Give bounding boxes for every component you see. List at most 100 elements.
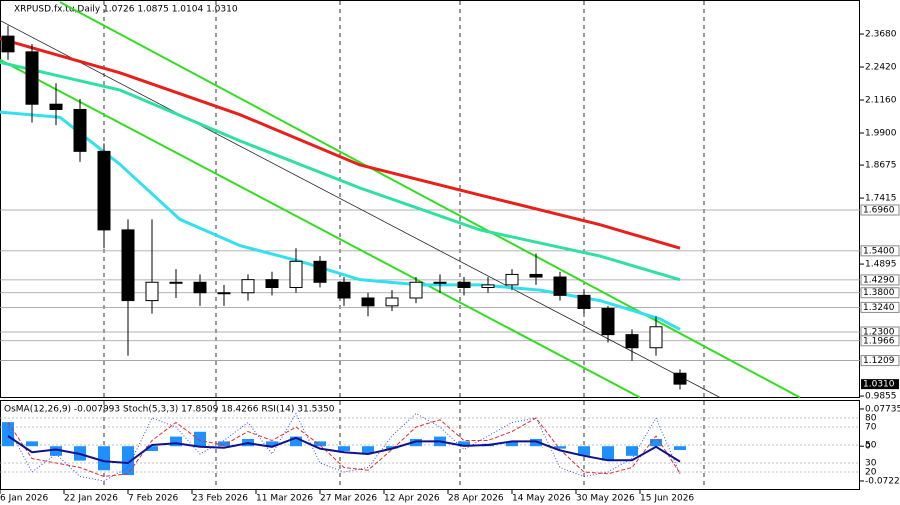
y-tick-label: 0.9855 (865, 392, 897, 402)
oscillator-line (7, 412, 681, 482)
osma-bar (290, 436, 302, 447)
panel-title: OsMA(12,26,9) -0.007993 Stoch(5,3,3) 17.… (4, 405, 335, 415)
candle-body (25, 51, 39, 105)
level-box (860, 335, 900, 347)
y2-tick-label: 0 (865, 442, 871, 452)
y-tick-label: 50 (865, 441, 877, 451)
candle-body (649, 326, 663, 349)
level-label: 1.1209 (863, 356, 895, 366)
candle-body (529, 273, 543, 278)
candle-body (193, 281, 207, 294)
y-tick-label: 1.7415 (865, 194, 897, 204)
osma-bar (602, 446, 614, 461)
candle-body (577, 294, 591, 309)
x-tick-label: 6 Jan 2026 (0, 494, 48, 504)
x-tick-label: 7 Feb 2026 (128, 494, 179, 504)
candle-body (97, 150, 111, 231)
moving-average (0, 110, 681, 331)
level-label: 1.1966 (863, 336, 895, 346)
candle-body (601, 307, 615, 336)
current-price-box (861, 379, 899, 390)
candle-body (145, 281, 159, 302)
candle-body (217, 292, 231, 295)
x-tick-label: 27 Mar 2026 (320, 494, 377, 504)
candle-body (1, 35, 15, 53)
x-tick-label: 15 Jun 2026 (640, 494, 694, 504)
osma-bar (2, 422, 14, 447)
x-tick-label: 30 May 2026 (576, 494, 635, 504)
y2-tick-label: 0.077356 (865, 404, 900, 414)
level-box (860, 204, 900, 216)
y-tick-label: 1.9900 (865, 129, 897, 139)
x-tick-label: 14 May 2026 (512, 494, 571, 504)
osma-bar (314, 441, 326, 447)
osma-bar (170, 436, 182, 447)
candle-body (169, 281, 183, 284)
level-label: 1.6960 (863, 205, 895, 215)
x-tick-label: 23 Feb 2026 (192, 494, 248, 504)
osma-bar (626, 446, 638, 456)
y-tick-label: 1.8675 (865, 161, 897, 171)
osma-bar (338, 446, 350, 452)
osma-bar (122, 446, 134, 476)
trend-line (0, 58, 641, 399)
level-label: 1.3800 (863, 288, 895, 298)
candle-body (313, 260, 327, 283)
candle-body (673, 372, 687, 385)
oscillator-line (7, 435, 681, 465)
osma-bar (458, 441, 470, 447)
candle-body (49, 103, 63, 110)
level-box (860, 355, 900, 367)
x-tick-label: 28 Apr 2026 (448, 494, 504, 504)
osma-bar (578, 446, 590, 456)
candle-body (121, 229, 135, 302)
moving-average (0, 60, 681, 282)
x-tick-label: 12 Apr 2026 (384, 494, 440, 504)
level-box (860, 274, 900, 286)
level-label: 1.3240 (863, 303, 895, 313)
y-tick-label: 80 (865, 414, 877, 424)
y-tick-label: 2.3680 (865, 30, 897, 40)
trend-line (0, 20, 721, 398)
level-label: 1.2300 (863, 328, 895, 338)
osma-bar (506, 441, 518, 447)
candle-body (553, 276, 567, 296)
candle-body (361, 297, 375, 307)
osma-bar (674, 446, 686, 451)
osma-bar (194, 431, 206, 447)
candle-body (505, 273, 519, 286)
level-label: 1.4290 (863, 275, 895, 285)
y-tick-label: 20 (865, 468, 877, 478)
candle-body (73, 108, 87, 152)
oscillator-line (7, 417, 681, 478)
level-box (860, 301, 900, 313)
candle-body (337, 281, 351, 299)
y-tick-label: 1.4895 (865, 260, 897, 270)
osma-bar (386, 446, 398, 449)
current-price-label: 1.0310 (863, 380, 895, 390)
y-tick-label: 2.2420 (865, 63, 897, 73)
candle-body (289, 260, 303, 289)
osma-bar (362, 446, 374, 454)
y2-tick-label: -0.07226 (865, 476, 900, 486)
candle-body (409, 281, 423, 299)
moving-average (0, 37, 681, 250)
level-box (860, 287, 900, 299)
osma-bar (98, 446, 110, 471)
candle-body (265, 279, 279, 289)
candle-body (457, 281, 471, 289)
osma-bar (218, 441, 230, 447)
osma-bar (146, 446, 158, 452)
y-tick-label: 30 (865, 459, 877, 469)
osma-bar (554, 446, 566, 449)
candle-body (481, 284, 495, 289)
chart-title: XRPUSD.fx.tu,Daily 1.0726 1.0875 1.0104 … (14, 5, 238, 15)
y-tick-label: 70 (865, 423, 877, 433)
osma-bar (650, 438, 662, 447)
osma-bar (530, 438, 542, 447)
osma-bar (410, 438, 422, 447)
y-tick-label: 2.1160 (865, 96, 897, 106)
trend-line (59, 1, 801, 399)
